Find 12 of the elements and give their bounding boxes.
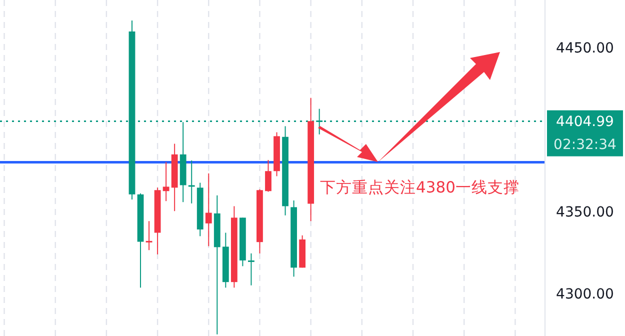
candlestick <box>248 252 254 286</box>
y-tick-label: 4450.00 <box>556 40 614 56</box>
candlestick <box>162 162 170 202</box>
ref-line-label: 4404.99 <box>556 114 614 130</box>
annotation: 下方重点关注4380一线支撑 <box>320 178 520 196</box>
candlestick <box>188 160 195 204</box>
candlestick <box>265 159 272 192</box>
text: 02:32:34 <box>554 137 617 154</box>
candlestick <box>146 220 152 251</box>
y-tick-label: 4350.00 <box>556 204 614 220</box>
candlestick <box>205 172 212 247</box>
y-tick-label: 4300.00 <box>556 286 614 302</box>
